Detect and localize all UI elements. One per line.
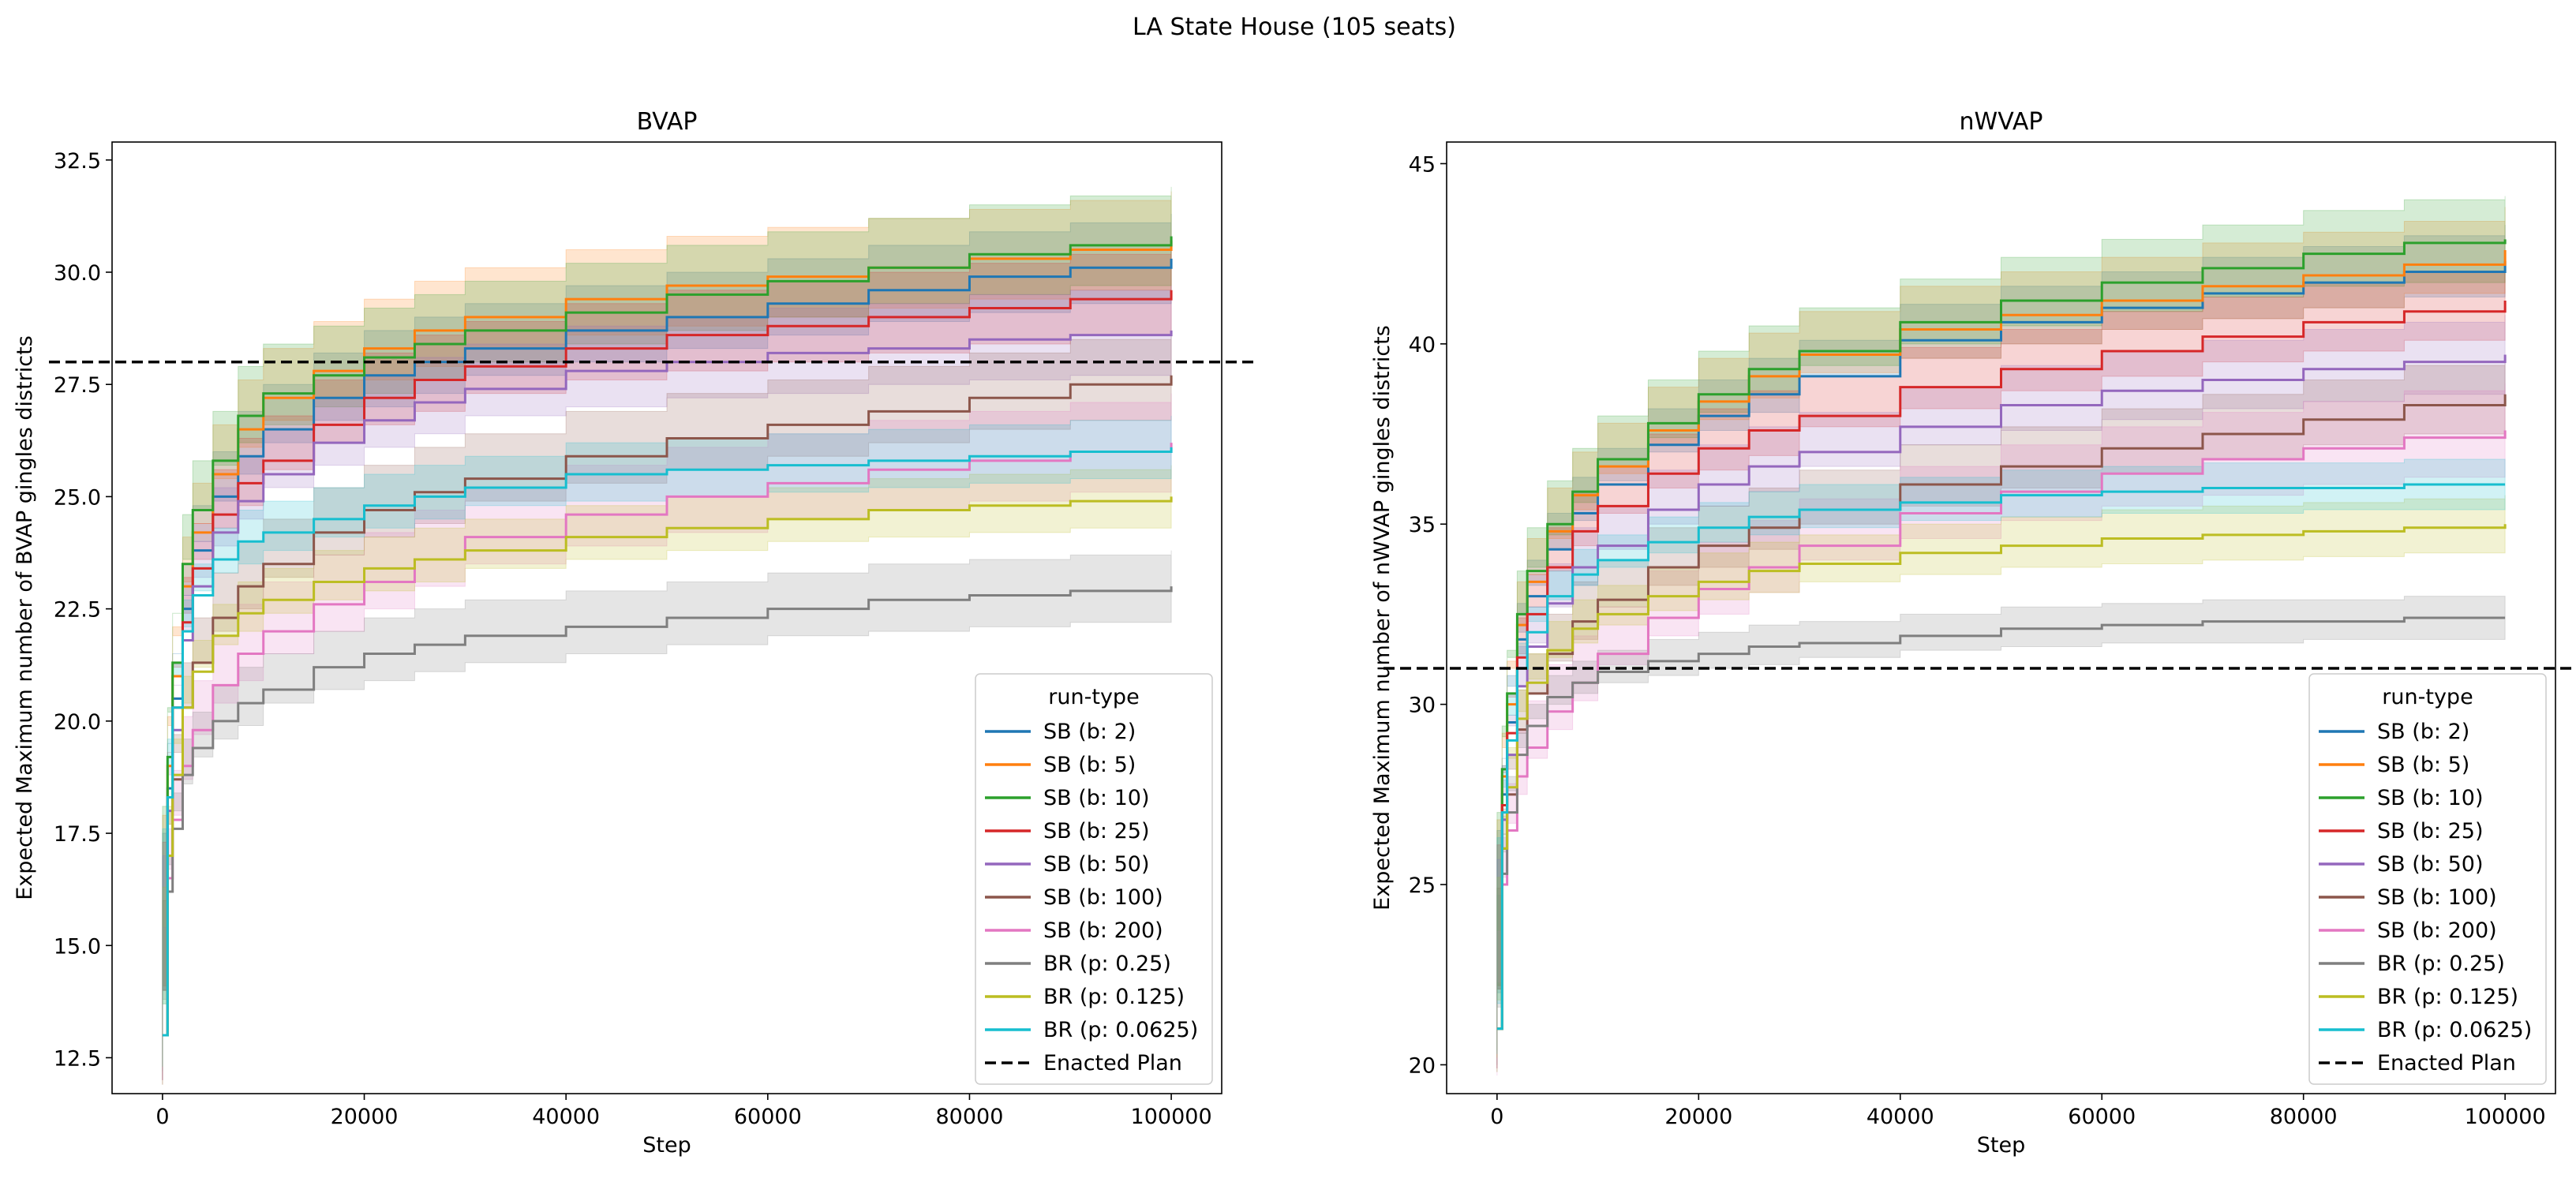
confidence-band <box>162 550 1172 1072</box>
x-tick-label: 0 <box>1490 1105 1503 1129</box>
y-tick-label: 30.0 <box>54 261 101 286</box>
nwvap-panel: nWVAP 0 20000 40000 60000 80000 100000 20 25 30 35… <box>1370 108 2576 1158</box>
legend-label: BR (p: 0.125) <box>2377 985 2518 1009</box>
y-tick-label: 40 <box>1409 333 1436 357</box>
x-tick-label: 60000 <box>2068 1105 2136 1129</box>
legend-label: SB (b: 50) <box>2377 852 2484 877</box>
x-tick-label: 100000 <box>2465 1105 2546 1129</box>
legend-label: BR (p: 0.125) <box>1043 985 1185 1009</box>
legend-title: run-type <box>2382 685 2473 709</box>
series-line <box>162 447 1173 1037</box>
x-tick-label: 40000 <box>1866 1105 1934 1129</box>
y-tick-label: 20 <box>1409 1053 1436 1078</box>
confidence-band <box>162 416 1172 1067</box>
confidence-band <box>162 465 1172 1067</box>
legend-label: BR (p: 0.0625) <box>2377 1018 2532 1042</box>
plot-area <box>1496 196 2507 1076</box>
x-axis-label: Step <box>1977 1133 2025 1158</box>
series-line <box>1496 239 2507 1031</box>
x-tick-label: 80000 <box>2270 1105 2338 1129</box>
y-axis-label: Expected Maximum number of nWVAP gingles… <box>1370 325 1395 911</box>
y-tick-label: 32.5 <box>54 149 101 174</box>
series-line <box>162 236 1173 1037</box>
bvap-panel: BVAP 0 20000 40000 60000 80000 100000 12.5 15.0 1… <box>13 108 1253 1158</box>
legend-label: SB (b: 5) <box>2377 753 2469 777</box>
confidence-band <box>1496 495 2506 1058</box>
legend-label: BR (p: 0.0625) <box>1043 1018 1198 1042</box>
y-tick-label: 35 <box>1409 513 1436 537</box>
y-tick-label: 12.5 <box>54 1046 101 1071</box>
y-axis-label: Expected Maximum number of BVAP gingles … <box>13 335 37 900</box>
x-tick-label: 100000 <box>1131 1105 1212 1129</box>
x-tick-label: 0 <box>155 1105 169 1129</box>
legend-label: Enacted Plan <box>1043 1051 1182 1075</box>
y-tick-label: 27.5 <box>54 373 101 398</box>
legend-label: Enacted Plan <box>2377 1051 2516 1075</box>
axes-title: nWVAP <box>1960 108 2043 136</box>
axes-frame <box>1446 141 2556 1094</box>
legend: run-type SB (b: 2) SB (b: 5) SB (b: 10) SB (… <box>2308 673 2547 1085</box>
axes-title: BVAP <box>637 108 698 136</box>
legend-label: SB (b: 10) <box>1043 786 1150 810</box>
legend-label: SB (b: 200) <box>1043 918 1163 943</box>
legend-box <box>975 673 1213 1085</box>
confidence-band <box>162 191 1172 1085</box>
legend-label: SB (b: 10) <box>2377 786 2484 810</box>
x-tick-label: 60000 <box>734 1105 802 1129</box>
y-tick-label: 30 <box>1409 694 1436 718</box>
x-tick-label: 20000 <box>331 1105 399 1129</box>
confidence-band <box>1496 383 2506 1076</box>
legend: run-type SB (b: 2) SB (b: 5) SB (b: 10) SB (… <box>975 673 1213 1085</box>
figure-suptitle: LA State House (105 seats) <box>1133 13 1456 41</box>
x-axis-label: Step <box>642 1133 691 1158</box>
legend-label: SB (b: 2) <box>2377 720 2469 744</box>
legend-box <box>2308 673 2547 1085</box>
legend-label: SB (b: 100) <box>2377 885 2497 910</box>
legend-label: SB (b: 25) <box>2377 819 2484 843</box>
y-tick-label: 25.0 <box>54 485 101 510</box>
legend-label: BR (p: 0.25) <box>1043 952 1171 976</box>
axes-frame <box>111 141 1222 1094</box>
confidence-band <box>1496 207 2506 1072</box>
y-tick-label: 22.5 <box>54 598 101 623</box>
legend-label: SB (b: 5) <box>1043 753 1136 777</box>
y-tick-label: 45 <box>1409 152 1436 177</box>
x-tick-label: 40000 <box>532 1105 600 1129</box>
legend-label: SB (b: 2) <box>1043 720 1136 744</box>
x-tick-label: 20000 <box>1664 1105 1732 1129</box>
y-tick-label: 17.5 <box>54 822 101 847</box>
y-tick-label: 25 <box>1409 873 1436 898</box>
confidence-band <box>1496 196 2506 1072</box>
plot-area <box>162 186 1173 1085</box>
legend-title: run-type <box>1048 685 1139 709</box>
legend-label: SB (b: 25) <box>1043 819 1150 843</box>
legend-label: SB (b: 200) <box>2377 918 2497 943</box>
legend-label: BR (p: 0.25) <box>2377 952 2505 976</box>
series-line <box>162 290 1173 1037</box>
legend-label: SB (b: 100) <box>1043 885 1163 910</box>
series-line <box>1496 301 2507 1031</box>
x-tick-label: 80000 <box>936 1105 1004 1129</box>
y-tick-label: 20.0 <box>54 710 101 735</box>
y-tick-label: 15.0 <box>54 934 101 959</box>
series-line <box>1496 483 2506 1031</box>
legend-label: SB (b: 50) <box>1043 852 1150 877</box>
